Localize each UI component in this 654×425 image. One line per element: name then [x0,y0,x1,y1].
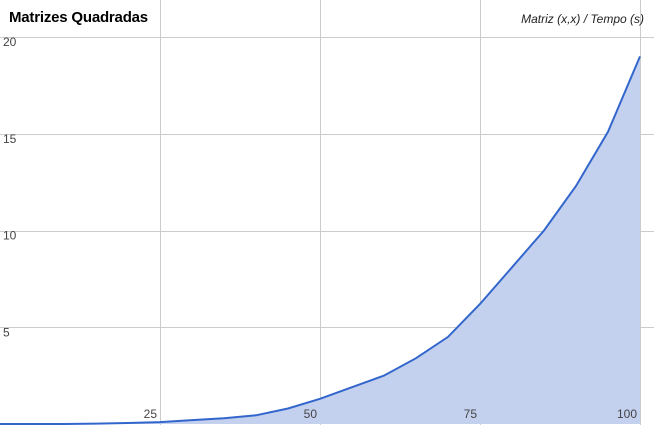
y-tick-label: 15 [3,132,17,146]
x-tick-label: 75 [464,407,478,421]
series-line [0,56,641,425]
y-tick-label: 10 [3,229,17,243]
y-tick-label: 20 [3,35,17,49]
x-tick-label: 100 [617,407,637,421]
area-fill [0,56,640,425]
axes-caption: Matriz (x,x) / Tempo (s) [521,12,644,26]
x-tick-label: 25 [144,407,158,421]
tick-labels: 5 10 15 20 25 50 75 100 [3,35,637,421]
y-tick-label: 5 [3,325,10,339]
chart-title: Matrizes Quadradas [9,9,148,26]
x-tick-label: 50 [304,407,318,421]
